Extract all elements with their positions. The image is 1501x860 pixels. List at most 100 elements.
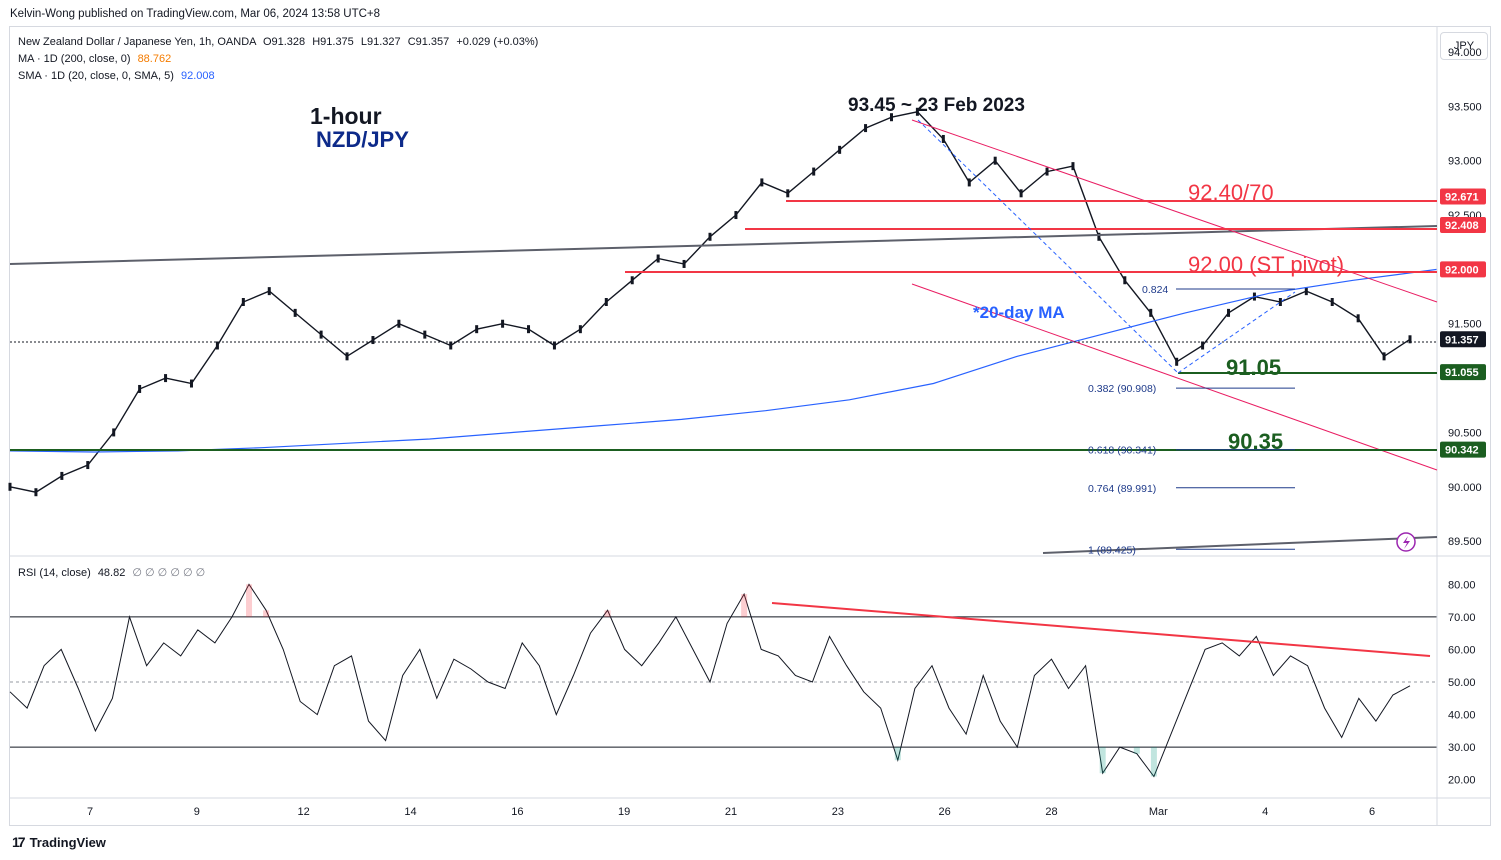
axes: 94.00093.50093.00092.50091.50090.50090.0… [10,27,1490,825]
price-marker-label: 92.000 [1445,264,1479,276]
rsi-tick-label: 80.00 [1448,579,1476,591]
sma-label: SMA · 1D (20, close, 0, SMA, 5) [18,70,174,82]
price-candle [993,156,997,165]
lower-trendline [1042,536,1438,554]
price-candle [138,384,142,393]
fib-label: 0.382 (90.908) [1088,383,1156,395]
time-tick-label: 16 [511,806,523,818]
rsi-tick-label: 50.00 [1448,677,1476,689]
price-marker-badge [1440,188,1486,205]
time-tick-label: 6 [1369,806,1375,818]
tradingview-logo[interactable]: 17 TradingView [12,834,106,850]
support-1-note: 91.05 [1226,355,1281,380]
price-marker-badge [1440,217,1486,234]
time-tick-label: 28 [1045,806,1057,818]
time-tick-label: 14 [404,806,416,818]
price-candle [34,488,38,497]
price-candle [1356,314,1360,323]
price-candle [941,134,945,143]
symbol-title: New Zealand Dollar / Japanese Yen, 1h, O… [18,36,256,48]
currency-axis-button[interactable]: JPY [1440,32,1488,60]
resistance-note: 92.40/70 [1188,180,1274,205]
rsi-legend[interactable]: RSI (14, close) 48.82 ∅ ∅ ∅ ∅ ∅ ∅ [18,566,205,579]
price-candle [889,113,893,122]
rsi-tick-label: 70.00 [1448,612,1476,624]
rsi-label: RSI (14, close) [18,567,91,579]
rsi-oversold-fill [894,747,901,761]
long-trendline [9,225,1438,265]
price-candle [215,341,219,350]
ma-legend[interactable]: MA · 1D (200, close, 0) 88.762 [18,53,171,65]
time-tick-label: 23 [832,806,844,818]
time-tick-label: 21 [725,806,737,818]
rsi-oversold-fill [1150,747,1157,777]
price-candle [864,124,868,133]
fib-levels: 0.382 (90.908) 0.618 (90.341) 0.764 (89.99… [1088,284,1295,556]
price-tick-label: 91.500 [1448,319,1482,331]
sma-legend[interactable]: SMA · 1D (20, close, 0, SMA, 5) 92.008 [18,70,215,82]
price-marker-label: 91.357 [1445,334,1479,346]
price-tick-label: 89.500 [1448,536,1482,548]
price-candle [501,319,505,328]
rsi-extra: ∅ ∅ ∅ ∅ ∅ ∅ [132,567,206,579]
time-tick-label: 26 [939,806,951,818]
rsi-overbought-fill [246,584,253,617]
rsi-oversold-fill [1099,747,1106,774]
publisher-caption: Kelvin-Wong published on TradingView.com… [10,8,381,20]
price-candle [552,341,556,350]
time-tick-label: Mar [1149,806,1168,818]
price-candle [527,325,531,334]
time-tick-label: 12 [298,806,310,818]
price-candle [1175,357,1179,366]
price-candle [293,308,297,317]
price-pane [8,107,1438,497]
time-tick-label: 7 [87,806,93,818]
ma-note: *20-day MA [973,303,1065,322]
price-candle [86,461,90,470]
price-candle [241,298,245,306]
high-value: H91.375 [312,36,354,48]
tradingview-mark-icon: 17 [12,834,26,850]
price-candle [656,254,660,263]
price-candle [319,330,323,339]
price-candle [1149,308,1153,317]
open-value: O91.328 [262,36,306,48]
price-candle [1382,352,1386,361]
price-candle [1227,308,1231,317]
rsi-overbought-fill [263,610,270,617]
timeframe-note: 1-hour [310,103,382,129]
pair-note: NZD/JPY [316,127,409,152]
price-marker-badge [1440,261,1486,278]
time-tick-label: 4 [1262,806,1268,818]
fib-retrace-diagonal [1177,291,1296,374]
price-marker-badge [1440,364,1486,381]
price-candle [967,178,971,187]
tradingview-wordmark: TradingView [29,834,106,850]
price-candle [734,211,738,220]
rsi-overbought-fill [604,610,611,617]
price-candle [915,107,919,116]
fib-label: 1 (89.425) [1088,544,1136,556]
price-candle [1278,298,1282,306]
price-candle [164,374,168,383]
time-tick-label: 9 [194,806,200,818]
lightning-icon[interactable] [1396,532,1416,552]
price-candle [1123,276,1127,285]
support-2-note: 90.35 [1228,429,1283,454]
rsi-line [9,583,1411,778]
price-tick-label: 90.500 [1448,427,1482,439]
time-tick-label: 19 [618,806,630,818]
price-candle [812,167,816,176]
low-value: L91.327 [360,36,401,48]
rsi-tick-label: 40.00 [1448,710,1476,722]
price-candle [682,259,686,268]
price-marker-label: 90.342 [1445,445,1479,457]
close-value: C91.357 [407,36,450,48]
symbol-legend: New Zealand Dollar / Japanese Yen, 1h, O… [18,36,538,48]
channel-lower-line [911,283,1438,471]
price-candle [630,276,634,285]
price-candle [1045,167,1049,176]
ma-label: MA · 1D (200, close, 0) [18,53,131,65]
price-marker-badge [1440,441,1486,458]
